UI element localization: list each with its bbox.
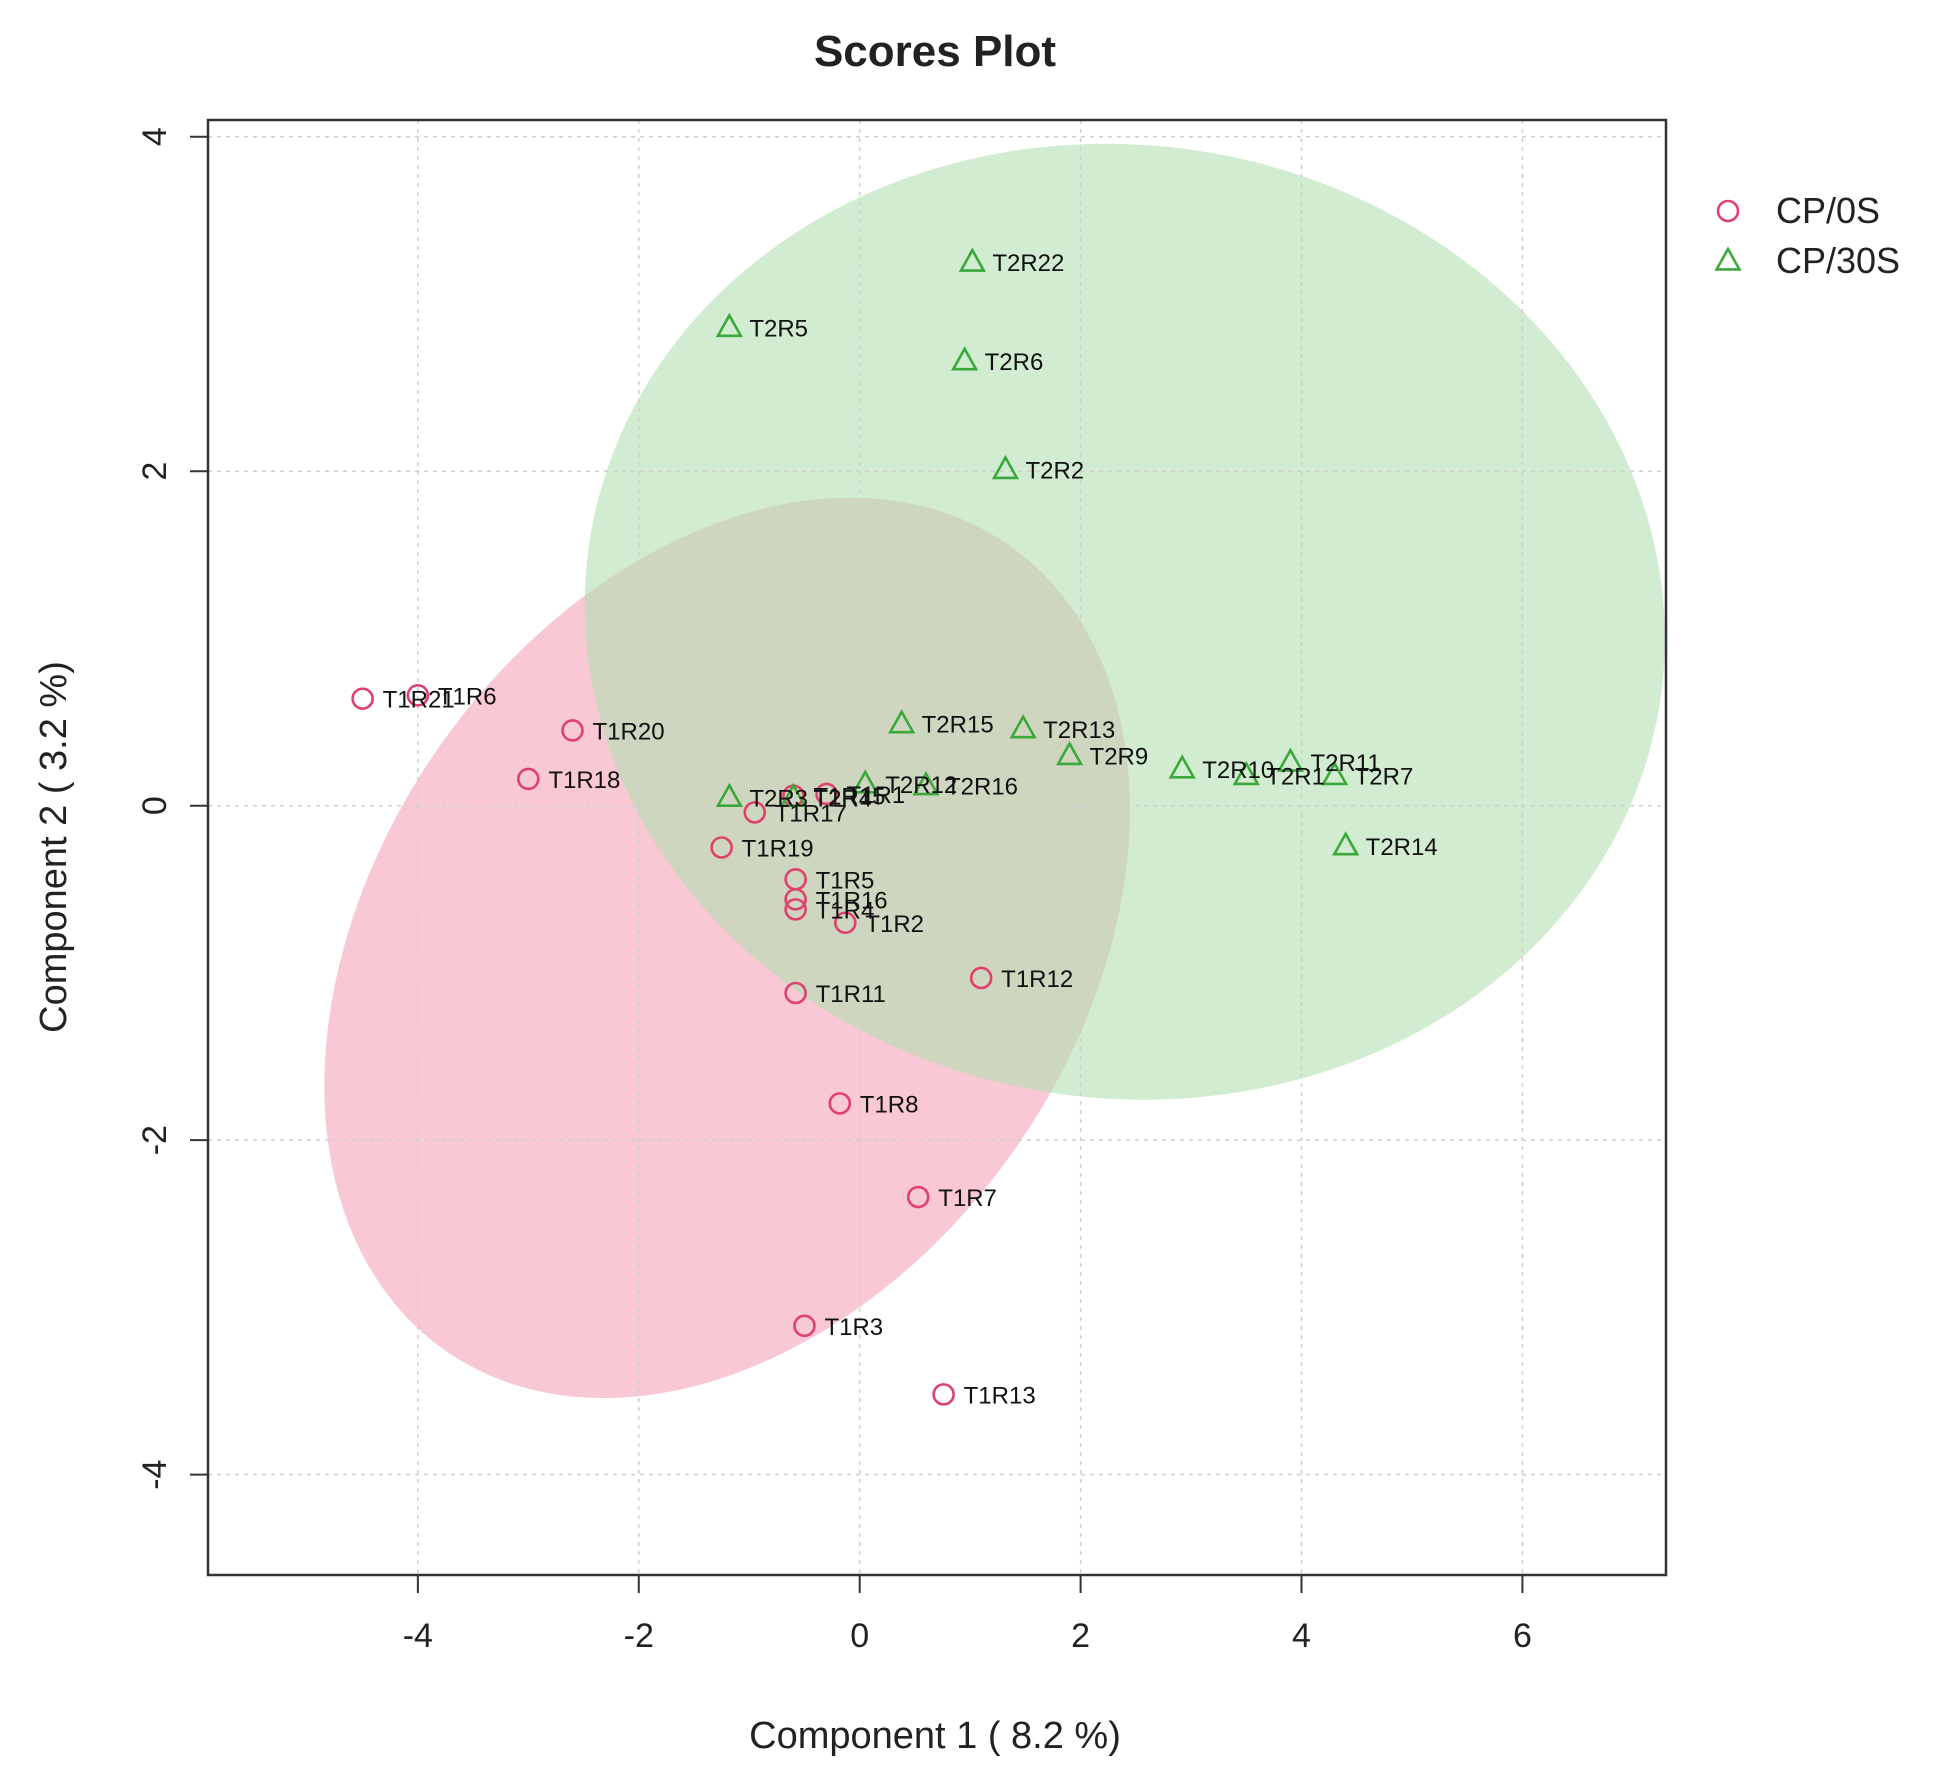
legend-label-cp-30s: CP/30S <box>1776 240 1900 281</box>
point-labels: T1R21T1R6T1R20T1R18T1R17T1R19T1R5T1R16T1… <box>383 250 1438 1409</box>
point-t1r16 <box>784 888 807 911</box>
point-label-t1r16: T1R16 <box>816 887 888 914</box>
grid-lines <box>208 120 1666 1575</box>
chart-title: Scores Plot <box>814 27 1056 76</box>
point-t2r16 <box>912 770 940 796</box>
point-label-t1r3: T1R3 <box>824 1314 883 1341</box>
point-t2r6 <box>950 346 979 371</box>
point-label-t1r17: T1R17 <box>775 800 847 827</box>
data-points <box>351 247 1360 1406</box>
point-t1r19 <box>710 836 733 859</box>
point-t1r6 <box>406 684 430 707</box>
point-t2r15 <box>888 709 916 734</box>
point-t1r12 <box>969 966 993 990</box>
plot-frame <box>206 118 1668 1577</box>
legend-label-cp-0s: CP/0S <box>1776 190 1880 231</box>
point-label-t2r5: T2R5 <box>749 315 808 342</box>
point-t1r17 <box>743 801 767 824</box>
point-label-t2r22: T2R22 <box>992 250 1064 277</box>
point-t2r10 <box>1168 754 1196 779</box>
point-t1r11 <box>784 981 807 1005</box>
point-label-t1r1: T1R1 <box>847 782 906 809</box>
point-label-t2r15: T2R15 <box>922 712 994 739</box>
legend-marker-cp-30s <box>1714 246 1742 271</box>
point-t1r1 <box>815 782 838 806</box>
point-label-t2r6: T2R6 <box>985 349 1044 376</box>
x-axis: -4 -2 0 2 4 6 <box>403 1575 1532 1655</box>
point-t1r3 <box>793 1314 816 1338</box>
point-t2r5 <box>715 312 743 338</box>
x-tick-label: -2 <box>624 1617 654 1655</box>
point-label-t1r4: T1R4 <box>816 897 875 924</box>
point-label-t2r11: T2R11 <box>1310 750 1380 777</box>
y-tick-label: 4 <box>136 127 174 146</box>
point-label-t1r15: T1R15 <box>813 784 885 811</box>
point-label-t1r5: T1R5 <box>816 867 875 894</box>
point-t2r14 <box>1332 831 1360 856</box>
point-t1r8 <box>828 1092 852 1115</box>
point-label-t2r2: T2R2 <box>1025 458 1084 485</box>
point-t2r11 <box>1276 747 1305 772</box>
point-label-t1r6: T1R6 <box>438 683 497 710</box>
point-t1r13 <box>932 1383 955 1406</box>
point-t1r2 <box>834 911 857 935</box>
point-label-t2r7: T2R7 <box>1355 764 1414 791</box>
legend-marker-cp-0s <box>1716 199 1740 223</box>
y-axis-label: Component 2 ( 3.2 %) <box>33 661 75 1033</box>
point-label-t1r7: T1R7 <box>938 1185 997 1212</box>
point-t2r1 <box>1232 760 1260 786</box>
point-t1r20 <box>561 719 584 742</box>
point-label-t1r20: T1R20 <box>593 718 665 745</box>
point-label-t2r16: T2R16 <box>946 774 1018 801</box>
point-t2r7 <box>1321 760 1349 786</box>
point-label-t1r18: T1R18 <box>548 767 620 794</box>
x-axis-label: Component 1 ( 8.2 %) <box>749 1715 1121 1757</box>
point-t2r13 <box>1009 714 1037 739</box>
point-label-t1r19: T1R19 <box>742 836 814 863</box>
x-tick-label: 6 <box>1513 1617 1532 1655</box>
point-t2r12 <box>851 769 879 794</box>
ellipse-cp-30s <box>584 143 1665 1100</box>
point-label-t2r14: T2R14 <box>1366 834 1438 861</box>
point-t2r3 <box>715 782 743 808</box>
point-t2r9 <box>1055 740 1084 766</box>
point-t2r4 <box>779 782 808 808</box>
point-label-t1r12: T1R12 <box>1001 966 1073 993</box>
point-label-t1r2: T1R2 <box>865 911 924 938</box>
point-label-t2r3: T2R3 <box>749 785 808 812</box>
point-label-t1r11: T1R11 <box>816 981 886 1008</box>
x-tick-label: 0 <box>850 1617 869 1655</box>
point-t2r22 <box>958 247 986 272</box>
point-t1r21 <box>351 687 374 710</box>
point-label-t2r12: T2R12 <box>885 772 957 799</box>
point-label-t2r4: T2R4 <box>813 785 872 812</box>
y-tick-label: -4 <box>136 1460 174 1490</box>
y-tick-label: 0 <box>136 796 174 815</box>
x-tick-label: 4 <box>1292 1617 1311 1655</box>
point-label-t2r13: T2R13 <box>1043 717 1115 744</box>
point-label-t2r1: T2R1 <box>1266 764 1325 791</box>
point-label-t2r9: T2R9 <box>1090 744 1149 771</box>
y-tick-label: -2 <box>136 1125 174 1155</box>
point-label-t1r8: T1R8 <box>860 1091 919 1118</box>
y-tick-label: 2 <box>136 462 174 481</box>
point-t1r18 <box>517 767 540 791</box>
confidence-ellipses <box>324 143 1665 1399</box>
point-label-t1r21: T1R21 <box>383 687 455 714</box>
point-label-t2r10: T2R10 <box>1202 757 1274 784</box>
point-t2r2 <box>991 454 1020 480</box>
point-label-t1r13: T1R13 <box>964 1382 1036 1409</box>
x-tick-label: -4 <box>403 1617 433 1655</box>
legend: CP/0S CP/30S <box>1714 190 1900 281</box>
point-t1r7 <box>906 1185 930 1209</box>
y-axis: -4 -2 0 2 4 <box>136 127 208 1490</box>
point-t1r4 <box>784 898 807 921</box>
x-tick-label: 2 <box>1071 1617 1090 1655</box>
